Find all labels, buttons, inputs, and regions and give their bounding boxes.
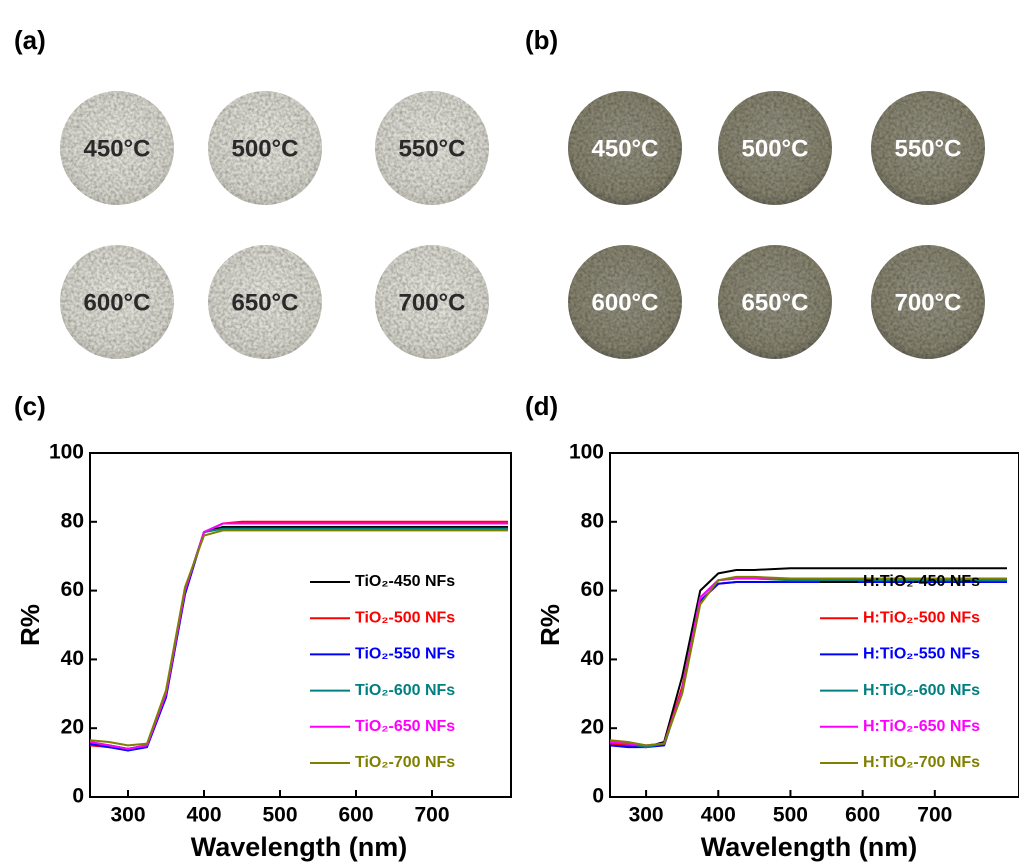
- legend-label: TiO₂-550 NFs: [355, 646, 455, 663]
- x-tick-label: 500: [262, 804, 297, 827]
- page: (a) 450°C 500°C 550°C 600°C 650°C 700°C (b) 450°…: [0, 0, 1019, 864]
- legend-label: H:TiO₂-700 NFs: [863, 754, 980, 771]
- series-line: [90, 522, 508, 749]
- x-tick-label: 700: [917, 804, 952, 827]
- x-axis-title: Wavelength (nm): [191, 832, 408, 862]
- series-line: [90, 530, 508, 745]
- legend-label: TiO₂-700 NFs: [355, 754, 455, 771]
- y-tick-label: 0: [72, 785, 84, 808]
- y-tick-label: 60: [61, 578, 84, 601]
- panel-label: (b): [525, 25, 558, 55]
- sample-label: 450°C: [84, 135, 151, 162]
- y-tick-label: 20: [581, 716, 604, 739]
- x-tick-label: 600: [338, 804, 373, 827]
- panel-label: (c): [14, 391, 46, 421]
- y-tick-label: 40: [581, 647, 604, 670]
- legend-label: H:TiO₂-500 NFs: [863, 609, 980, 626]
- sample-label: 450°C: [592, 135, 659, 162]
- y-tick-label: 20: [61, 716, 84, 739]
- sample-label: 500°C: [232, 135, 299, 162]
- y-tick-label: 80: [61, 509, 84, 532]
- series-line: [90, 524, 508, 749]
- sample-label: 550°C: [399, 135, 466, 162]
- x-tick-label: 300: [629, 804, 664, 827]
- sample-label: 600°C: [84, 289, 151, 316]
- panel-label: (a): [14, 25, 46, 55]
- y-tick-label: 60: [581, 578, 604, 601]
- legend-label: TiO₂-600 NFs: [355, 682, 455, 699]
- x-tick-label: 400: [186, 804, 221, 827]
- y-tick-label: 80: [581, 509, 604, 532]
- y-tick-label: 100: [569, 441, 604, 464]
- plot-lines: [90, 522, 508, 751]
- series-line: [90, 527, 508, 749]
- y-tick-label: 100: [49, 441, 84, 464]
- sample-label: 550°C: [895, 135, 962, 162]
- y-axis-title: R%: [15, 604, 45, 646]
- legend-label: TiO₂-450 NFs: [355, 573, 455, 590]
- legend-label: H:TiO₂-550 NFs: [863, 646, 980, 663]
- legend-label: H:TiO₂-650 NFs: [863, 718, 980, 735]
- y-tick-label: 40: [61, 647, 84, 670]
- series-line: [90, 529, 508, 749]
- x-tick-label: 300: [110, 804, 145, 827]
- x-tick-label: 400: [701, 804, 736, 827]
- sample-label: 500°C: [742, 135, 809, 162]
- sample-label: 600°C: [592, 289, 659, 316]
- legend-label: TiO₂-650 NFs: [355, 718, 455, 735]
- legend-label: H:TiO₂-600 NFs: [863, 682, 980, 699]
- x-tick-label: 500: [773, 804, 808, 827]
- sample-label: 650°C: [232, 289, 299, 316]
- y-axis-title: R%: [535, 604, 565, 646]
- panel-label: (d): [525, 391, 558, 421]
- y-tick-label: 0: [592, 785, 604, 808]
- sample-label: 700°C: [399, 289, 466, 316]
- x-axis-title: Wavelength (nm): [701, 832, 918, 862]
- x-tick-label: 700: [414, 804, 449, 827]
- series-line: [90, 524, 508, 751]
- legend-label: H:TiO₂-450 NFs: [863, 573, 980, 590]
- sample-label: 650°C: [742, 289, 809, 316]
- x-tick-label: 600: [845, 804, 880, 827]
- figure: (a) 450°C 500°C 550°C 600°C 650°C 700°C (b) 450°…: [0, 0, 1019, 864]
- sample-label: 700°C: [895, 289, 962, 316]
- legend-label: TiO₂-500 NFs: [355, 609, 455, 626]
